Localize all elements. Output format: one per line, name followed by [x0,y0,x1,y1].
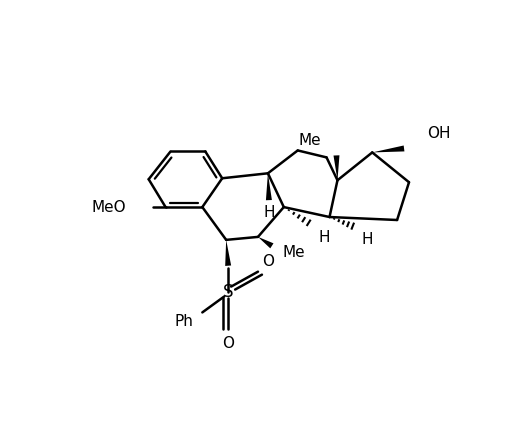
Text: O: O [222,336,234,351]
Text: H: H [362,232,373,247]
Text: H: H [319,230,330,245]
Text: H: H [263,205,275,220]
Text: MeO: MeO [91,200,126,215]
Text: Ph: Ph [174,314,193,329]
Text: OH: OH [427,126,451,141]
Polygon shape [258,237,273,248]
Polygon shape [372,146,404,153]
Text: Me: Me [283,245,305,260]
Polygon shape [333,155,339,180]
Text: O: O [262,254,274,269]
Text: Me: Me [299,133,322,148]
Polygon shape [225,240,231,266]
Polygon shape [266,173,272,200]
Text: S: S [223,283,233,301]
